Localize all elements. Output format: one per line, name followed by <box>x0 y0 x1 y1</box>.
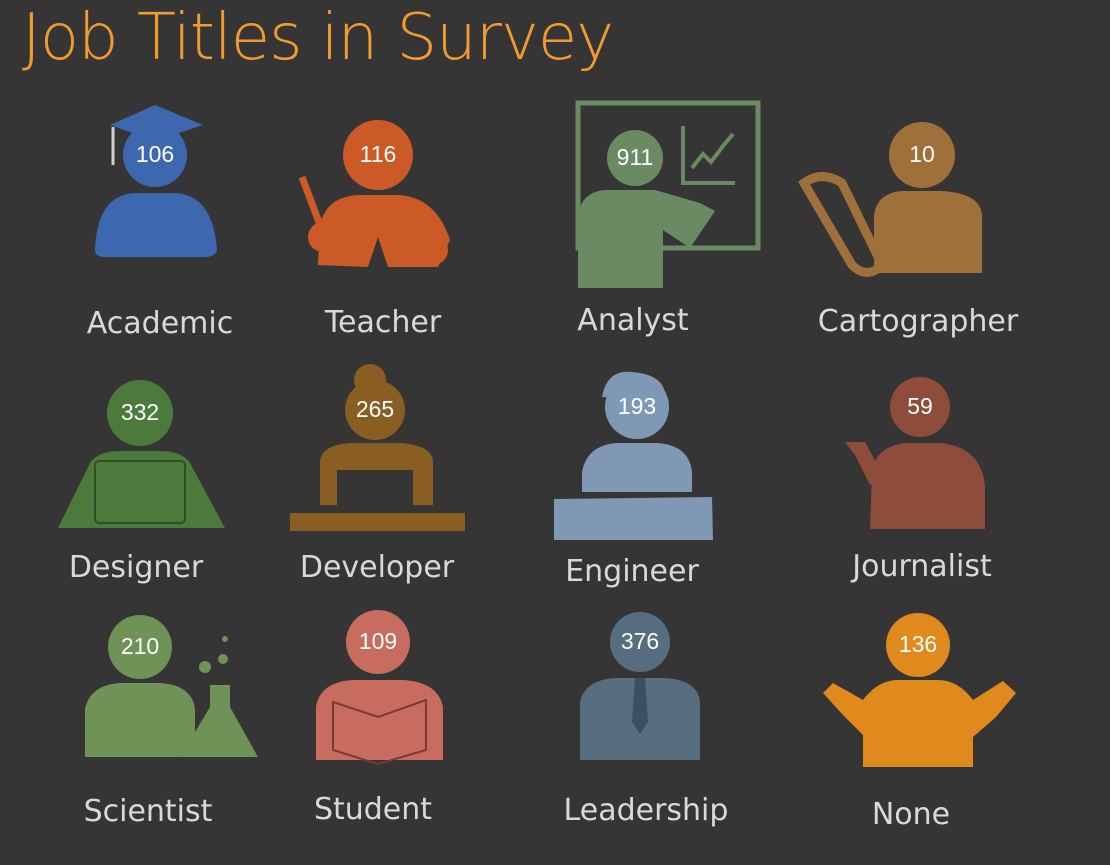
analyst-icon <box>575 100 761 288</box>
category-label: Engineer <box>565 554 699 589</box>
designer-icon <box>58 380 225 528</box>
value-label: 210 <box>121 633 159 659</box>
category-label: Cartographer <box>818 304 1019 339</box>
cartographer-icon <box>798 122 982 277</box>
value-label: 265 <box>356 396 394 422</box>
chart-title: Job Titles in Survey <box>22 1 614 75</box>
engineer-icon <box>554 371 713 540</box>
category-label: Designer <box>69 550 204 585</box>
value-label: 332 <box>121 399 159 425</box>
scientist-icon <box>85 615 258 757</box>
category-label: Scientist <box>84 794 213 829</box>
category-label: Analyst <box>577 303 689 338</box>
value-label: 59 <box>907 393 933 419</box>
value-label: 109 <box>359 628 397 654</box>
category-label: Teacher <box>324 305 442 340</box>
category-label: None <box>872 797 950 832</box>
graduate-icon <box>95 105 217 257</box>
value-label: 911 <box>617 144 654 170</box>
category-label: Developer <box>300 550 455 585</box>
leader-icon <box>580 612 700 760</box>
value-label: 193 <box>618 393 656 419</box>
value-label: 106 <box>136 141 174 167</box>
student-icon <box>316 610 443 766</box>
journalist-icon <box>845 377 985 529</box>
developer-icon <box>290 364 465 531</box>
category-label: Student <box>314 792 432 827</box>
value-label: 136 <box>899 631 937 657</box>
category-label: Leadership <box>564 793 729 828</box>
value-label: 116 <box>360 141 397 167</box>
category-label: Journalist <box>850 549 992 584</box>
category-label: Academic <box>87 306 233 341</box>
value-label: 376 <box>621 628 659 654</box>
value-label: 10 <box>909 141 935 167</box>
shrug-icon <box>823 613 1016 767</box>
teacher-icon <box>298 120 450 267</box>
